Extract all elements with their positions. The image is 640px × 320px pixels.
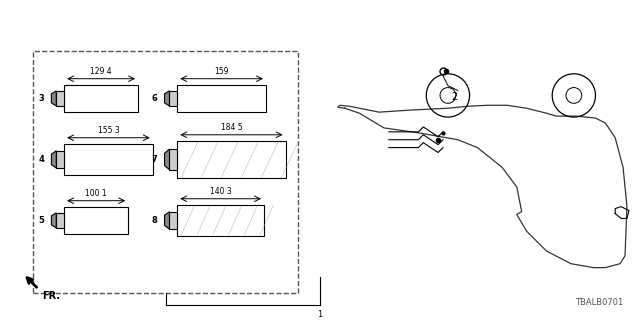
Text: 6: 6 [152, 94, 157, 103]
Text: 3: 3 [39, 94, 45, 103]
Polygon shape [164, 212, 170, 229]
Bar [177, 141, 285, 178]
Text: 159: 159 [214, 67, 229, 76]
Bar [177, 205, 264, 236]
Polygon shape [51, 91, 56, 106]
Bar [56, 213, 64, 228]
Text: 100 1: 100 1 [85, 189, 107, 198]
Bar [170, 91, 177, 106]
Bar [170, 212, 177, 229]
Bar [56, 91, 64, 106]
Text: 5: 5 [38, 216, 45, 225]
Text: 129 4: 129 4 [90, 67, 112, 76]
Bar [177, 84, 266, 112]
Bar [64, 84, 138, 112]
Bar [64, 144, 153, 175]
Polygon shape [164, 149, 170, 170]
Text: 7: 7 [152, 155, 157, 164]
Text: 8: 8 [152, 216, 157, 225]
Text: 2: 2 [452, 92, 458, 102]
Text: 4: 4 [38, 155, 45, 164]
Bar [64, 207, 128, 234]
Polygon shape [51, 151, 56, 168]
Text: 140 3: 140 3 [210, 187, 232, 196]
Text: 184 5: 184 5 [221, 123, 243, 132]
Bar [56, 151, 64, 168]
Text: 1: 1 [317, 310, 323, 319]
Text: TBALB0701: TBALB0701 [575, 298, 623, 307]
Polygon shape [51, 213, 56, 228]
Bar [33, 51, 298, 293]
Bar [170, 149, 177, 170]
Text: FR.: FR. [42, 291, 61, 301]
Text: 155 3: 155 3 [97, 126, 119, 135]
Polygon shape [164, 91, 170, 106]
